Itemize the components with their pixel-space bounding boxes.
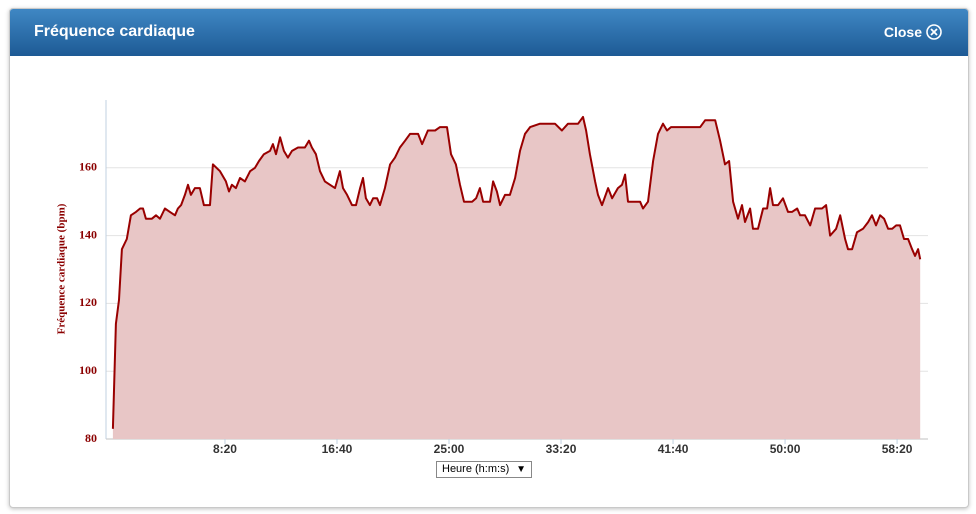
dropdown-arrow[interactable]: ▼	[516, 464, 526, 475]
area-fill	[112, 116, 921, 440]
dialog-title: Fréquence cardiaque	[34, 23, 195, 40]
y-axis-label: Fréquence cardiaque (bpm)	[56, 203, 68, 334]
y-tick-label: 140	[79, 227, 97, 241]
x-tick-label: 16:40	[322, 442, 353, 456]
y-tick-label: 160	[79, 160, 97, 174]
x-tick-label: 50:00	[770, 442, 801, 456]
x-tick-label: 41:40	[658, 442, 689, 456]
data-line	[111, 115, 922, 429]
y-tick-label: 100	[79, 363, 97, 377]
dialog-header: Fréquence cardiaque Close	[10, 9, 968, 56]
x-tick-label: 58:20	[882, 442, 913, 456]
y-tick-label: 80	[85, 431, 97, 445]
x-axis-dropdown[interactable]: Heure (h:m:s) ▼	[436, 461, 532, 478]
close-icon[interactable]	[926, 24, 942, 40]
close-label[interactable]: Close	[883, 24, 922, 40]
y-tick-label: 120	[79, 295, 97, 309]
close-button[interactable]: Close	[884, 24, 942, 40]
x-tick-label: 8:20	[213, 442, 237, 456]
x-tick-label: 25:00	[434, 442, 465, 456]
x-axis-label[interactable]: Heure (h:m:s)	[442, 463, 510, 475]
x-tick-label: 33:20	[546, 442, 577, 456]
